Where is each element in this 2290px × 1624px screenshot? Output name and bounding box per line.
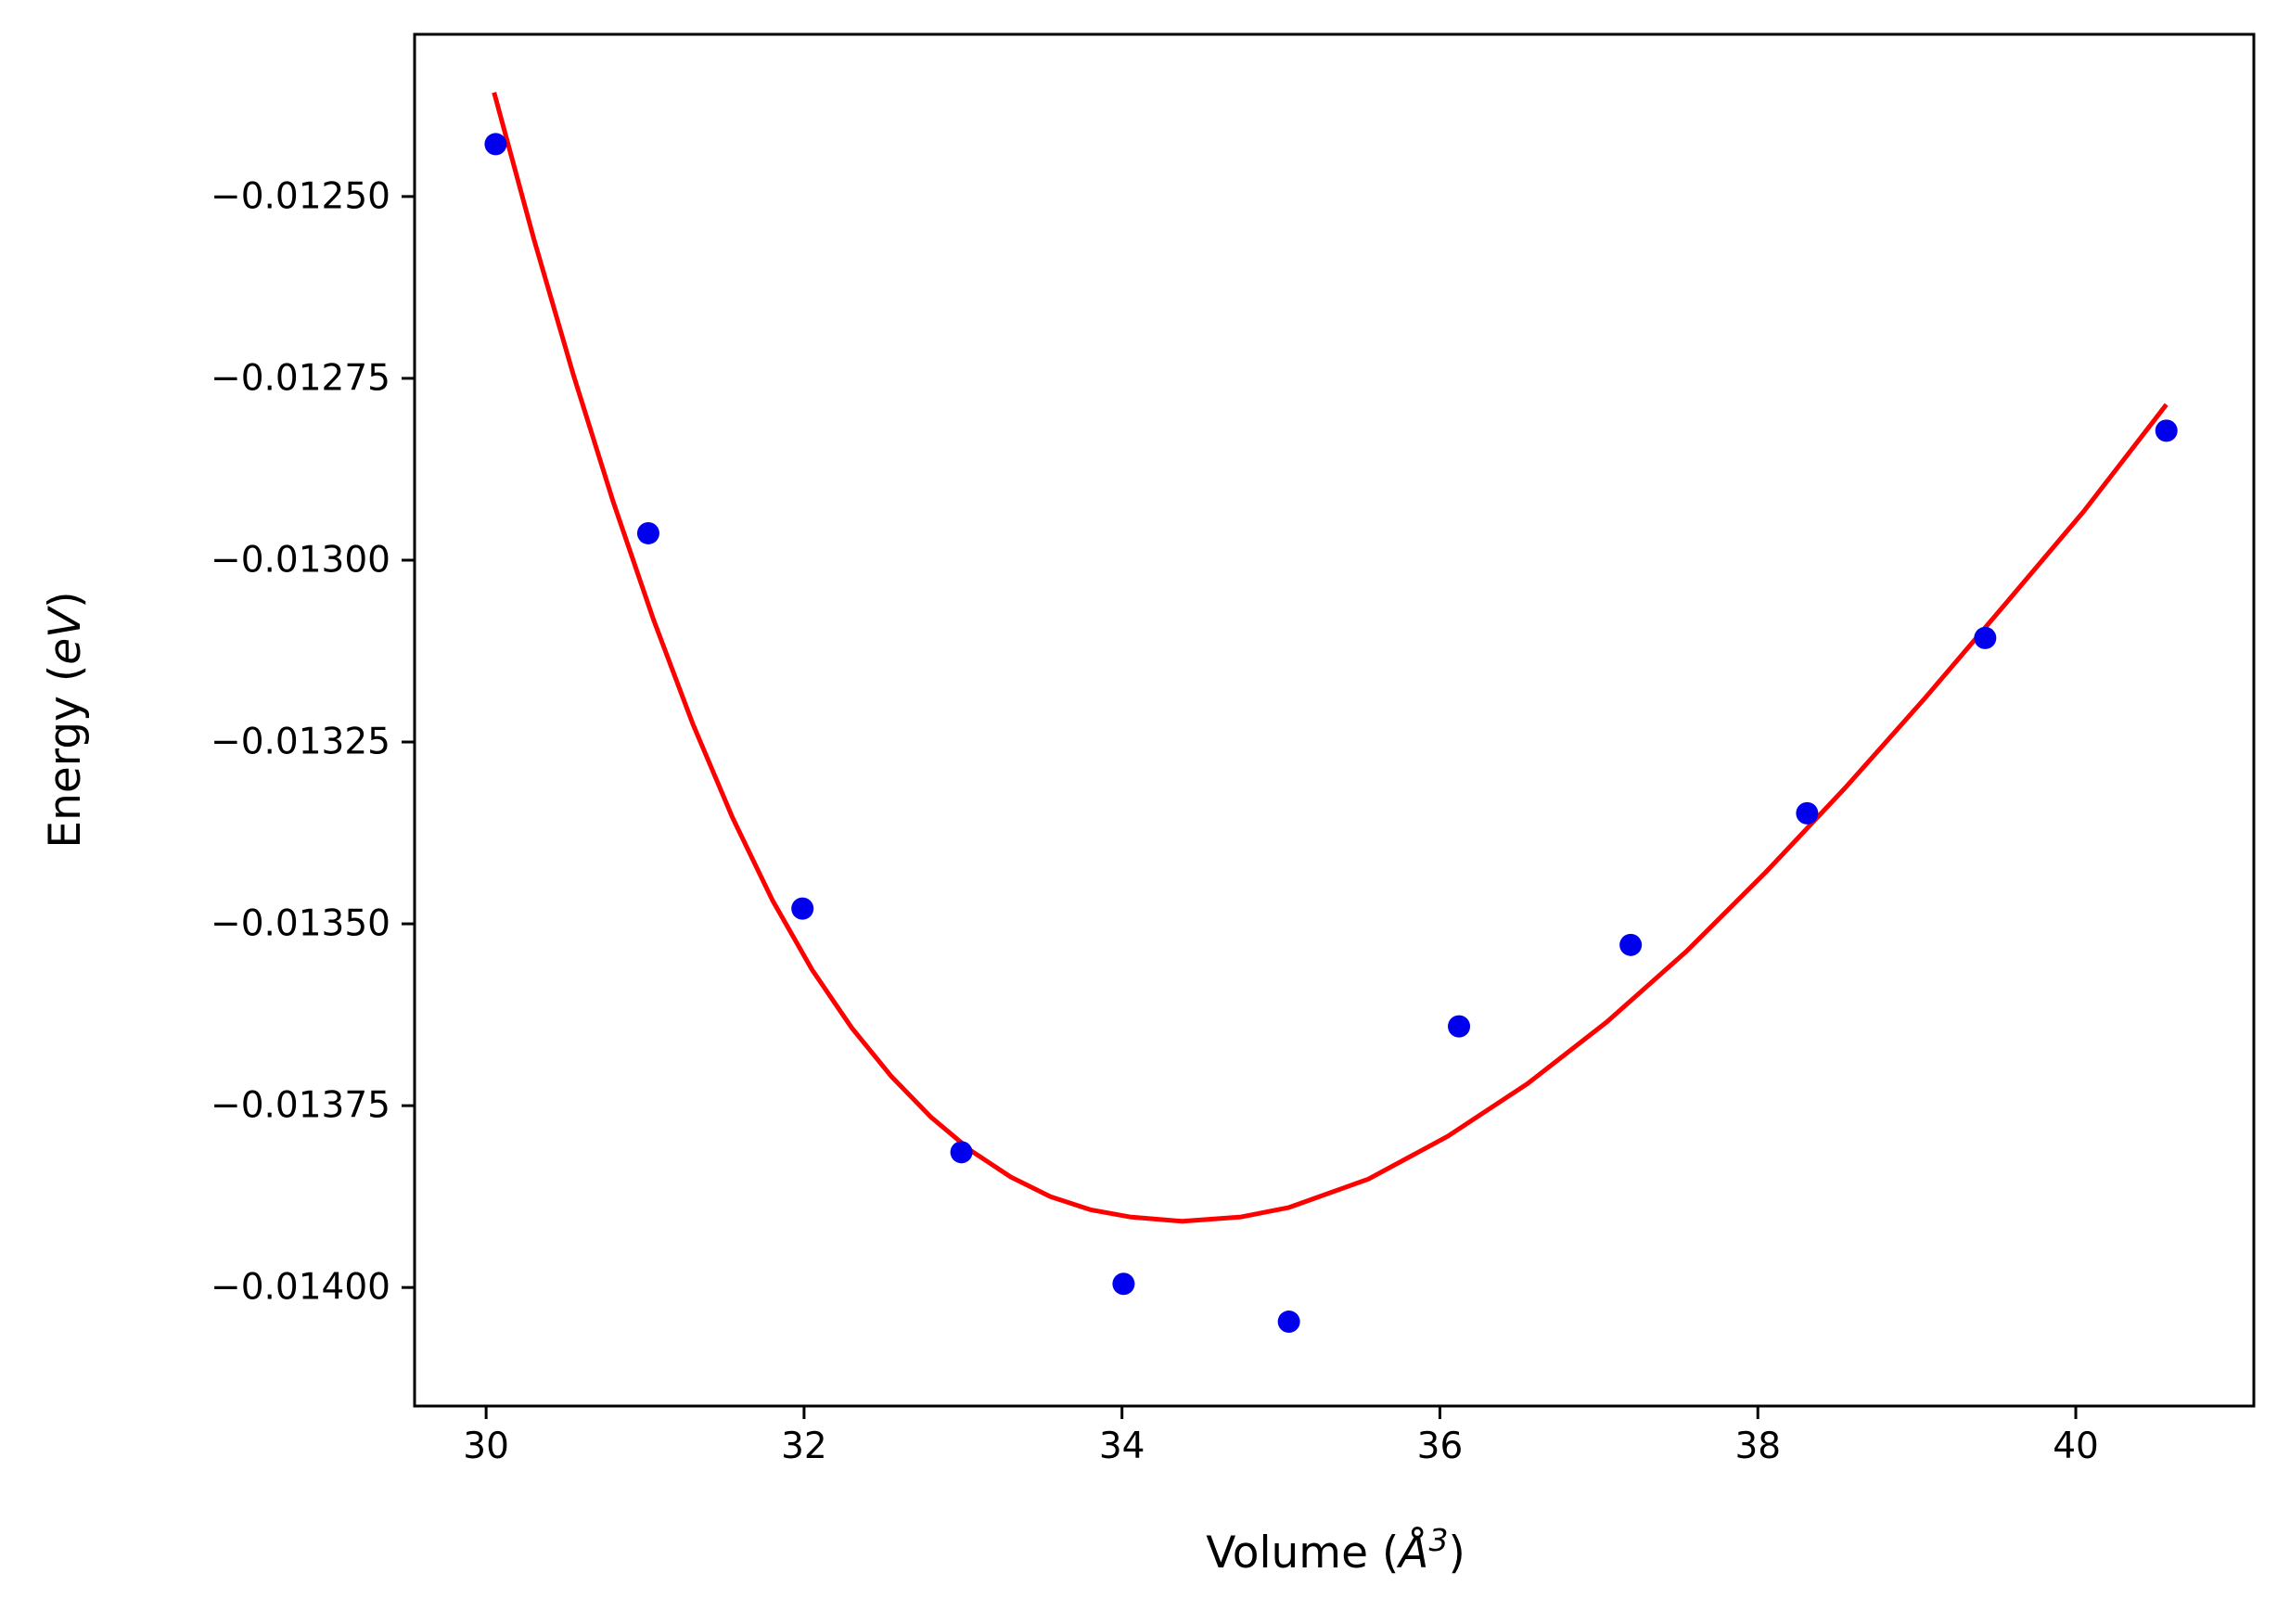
x-tick-label: 30 <box>463 1426 509 1467</box>
x-axis-label-text: Volume ( <box>1206 1528 1399 1579</box>
y-axis-label: Energy (eV) <box>40 591 91 848</box>
data-point <box>1974 626 1997 649</box>
y-tick-label: −0.01300 <box>211 539 390 581</box>
fit-curve-line <box>492 92 2168 1224</box>
x-axis-label-superscript: 3 <box>1428 1522 1448 1558</box>
x-tick-label: 38 <box>1734 1426 1781 1467</box>
data-point <box>1277 1311 1300 1334</box>
y-axis-label-end: ) <box>40 591 91 607</box>
data-point <box>1796 801 1819 825</box>
y-axis-label-unit: eV <box>40 606 91 665</box>
x-axis-label-unit: Å <box>1396 1528 1428 1579</box>
plot-layer <box>484 92 2178 1334</box>
y-tick-label: −0.01275 <box>211 357 390 399</box>
data-point <box>950 1141 973 1164</box>
ticks-layer: 30 32 34 36 38 40 −0.01250 −0.01275 −0.01300 −0.0… <box>211 175 2099 1467</box>
y-tick-label: −0.01350 <box>211 903 390 945</box>
x-tick-label: 32 <box>781 1426 827 1467</box>
x-tick-label: 34 <box>1099 1426 1145 1467</box>
x-axis-label: Volume (Å3) <box>1206 1522 1465 1579</box>
y-tick-label: −0.01325 <box>211 722 390 763</box>
x-tick-label: 36 <box>1417 1426 1464 1467</box>
data-point <box>791 897 814 920</box>
data-point <box>484 133 507 156</box>
data-point <box>1619 933 1643 956</box>
y-axis-label-text: Energy ( <box>40 665 91 849</box>
x-axis-label-end: ) <box>1448 1528 1465 1579</box>
y-tick-label: −0.01250 <box>211 175 390 217</box>
data-point <box>1112 1272 1135 1296</box>
data-point <box>636 521 659 544</box>
axes-frame <box>413 32 2256 1408</box>
data-point <box>1448 1015 1471 1038</box>
y-tick-label: −0.01400 <box>211 1267 390 1309</box>
y-tick-label: −0.01375 <box>211 1085 390 1127</box>
x-tick-label: 40 <box>2053 1426 2099 1467</box>
data-point <box>2155 419 2178 442</box>
